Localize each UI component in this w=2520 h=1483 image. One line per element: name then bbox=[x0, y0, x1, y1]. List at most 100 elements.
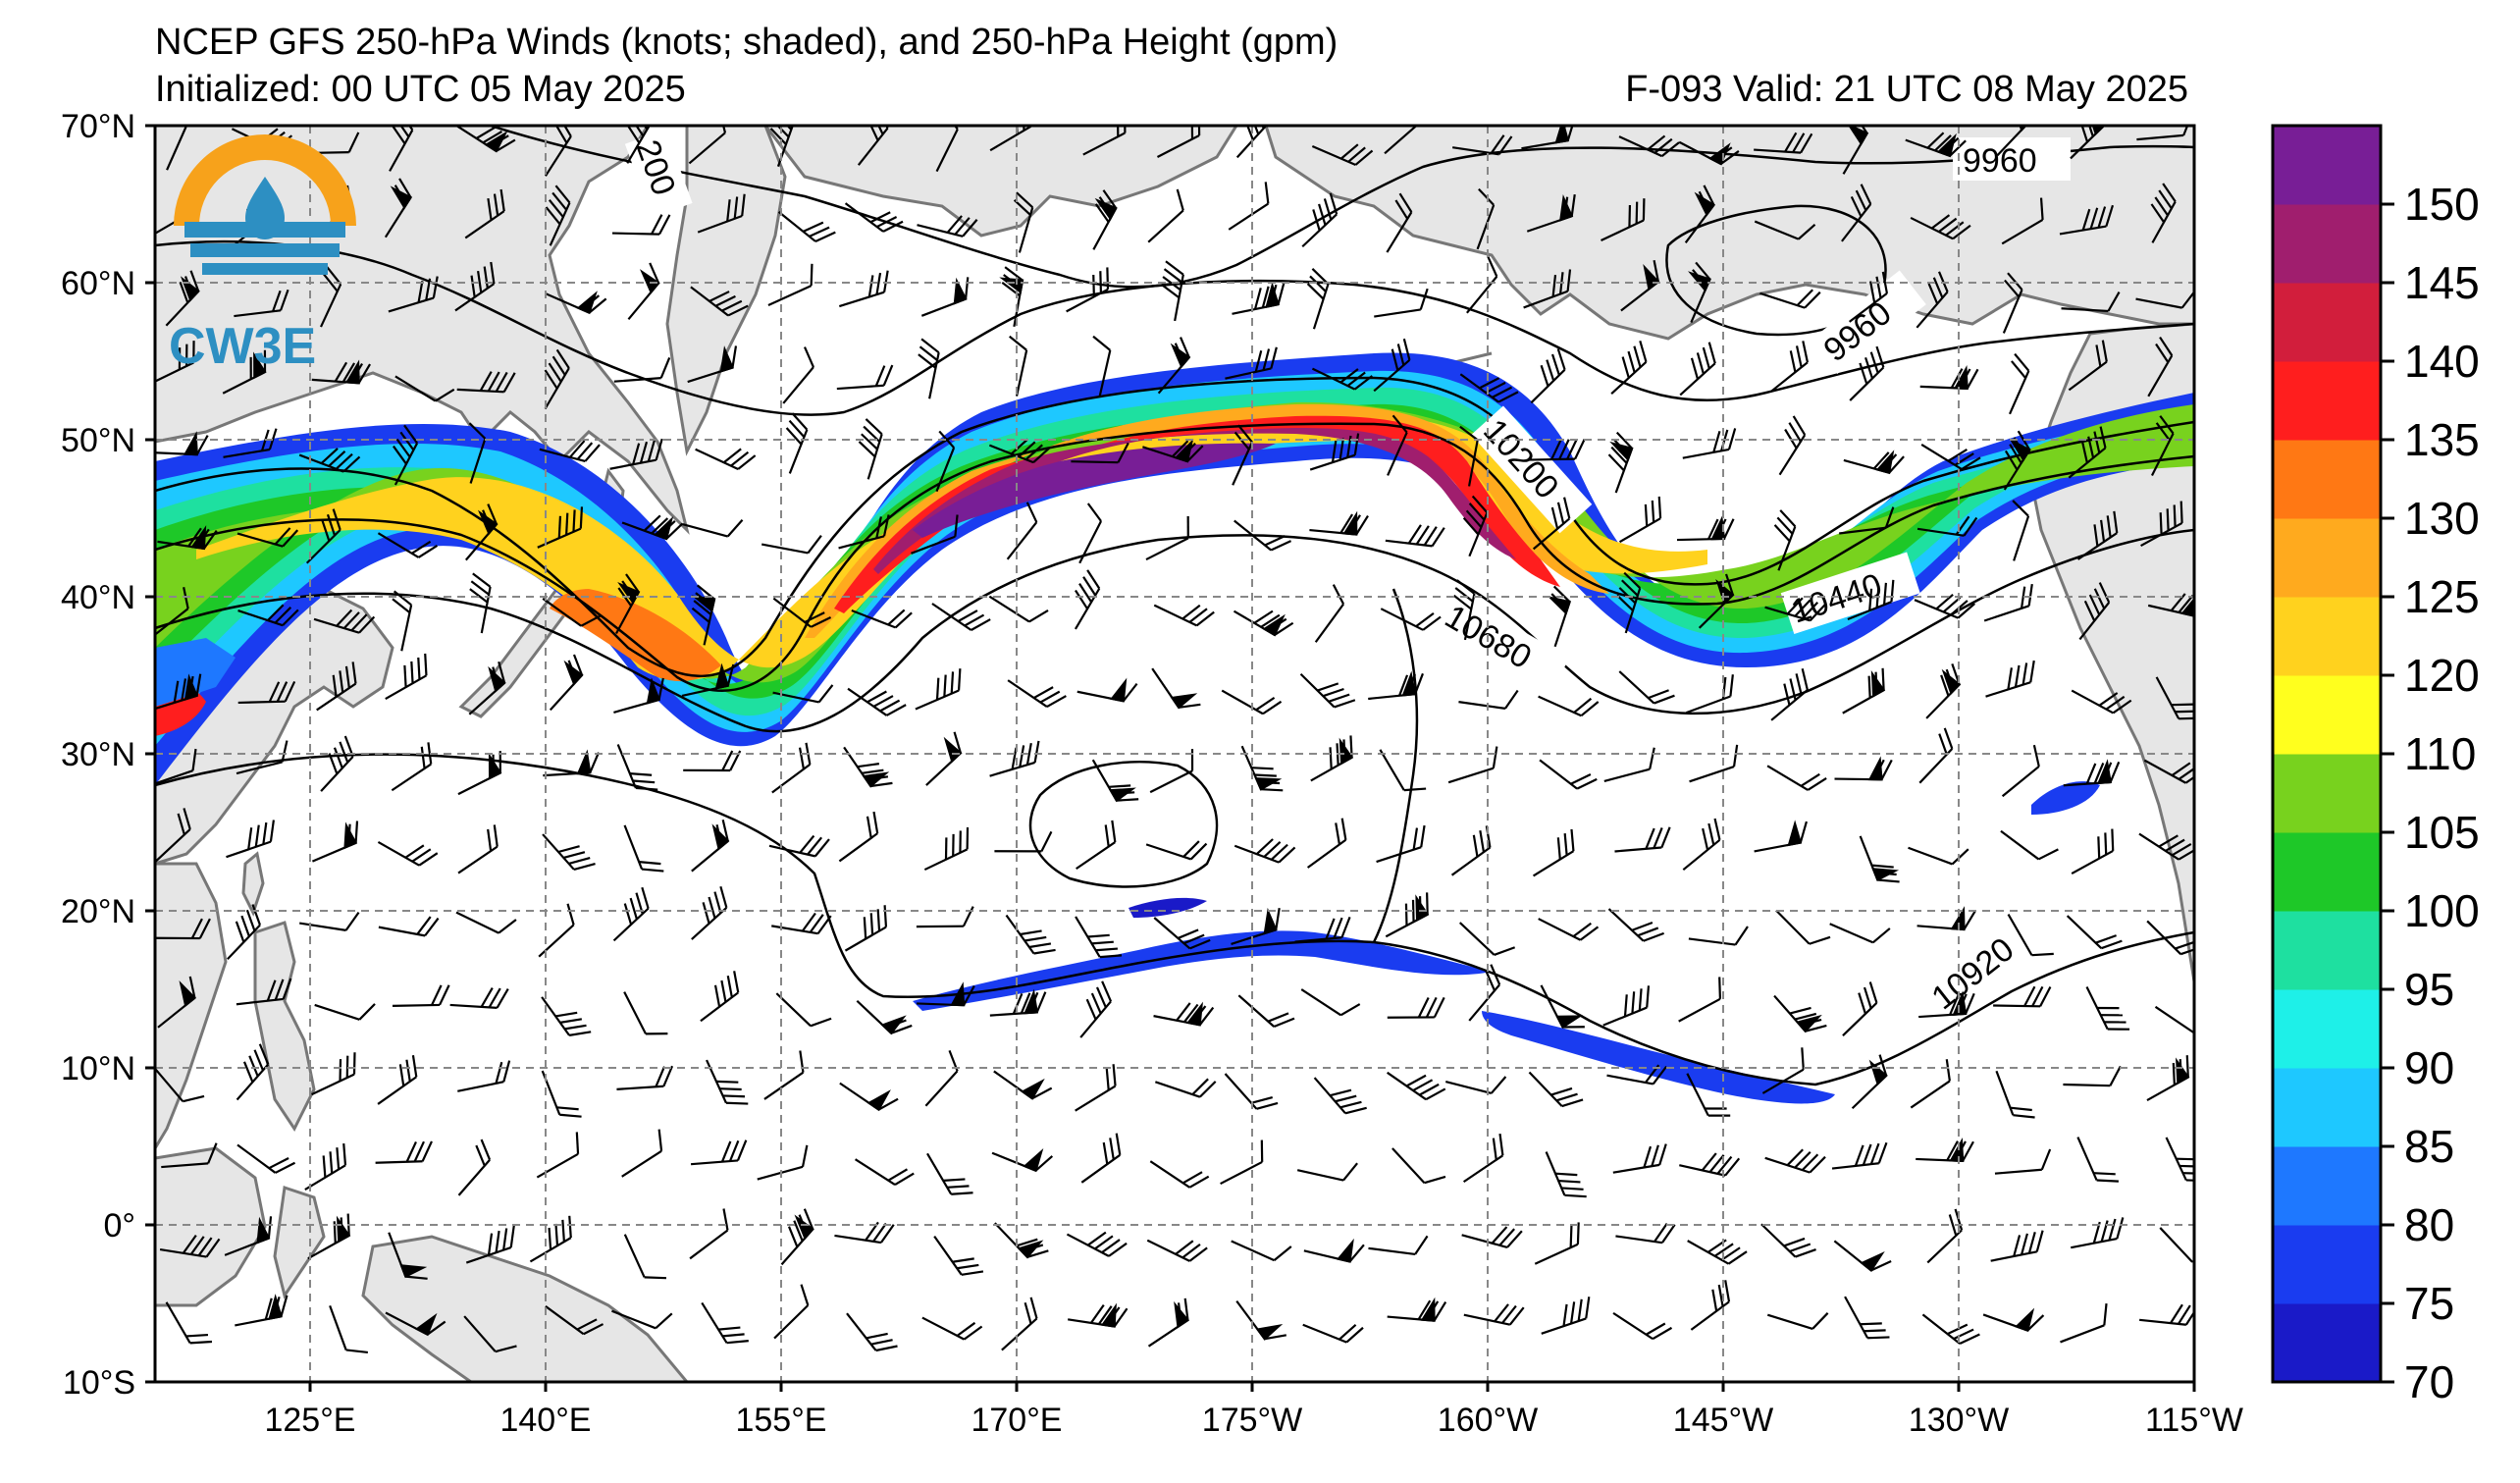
barb-feather bbox=[1011, 747, 1018, 769]
wind-barb bbox=[1092, 335, 1112, 397]
barb-feather bbox=[263, 349, 267, 373]
barb-feather bbox=[1795, 1248, 1816, 1258]
barb-pennant bbox=[1547, 595, 1572, 615]
barb-feather bbox=[554, 185, 571, 204]
barb-feather bbox=[2159, 415, 2175, 435]
barb-feather bbox=[733, 196, 739, 219]
barb-feather bbox=[720, 980, 727, 1003]
barb-shaft bbox=[1458, 922, 1496, 956]
barb-feather bbox=[1182, 840, 1200, 858]
barb-feather bbox=[1462, 516, 1480, 536]
wind-barb bbox=[609, 438, 663, 470]
land-sulawesi bbox=[273, 1186, 326, 1299]
barb-feather bbox=[2013, 1114, 2035, 1119]
wind-barb bbox=[773, 1284, 810, 1340]
barb-feather bbox=[1270, 346, 1278, 369]
barb-feather bbox=[1872, 927, 1891, 944]
barb-pennant bbox=[1846, 126, 1869, 146]
wind-barb bbox=[1773, 509, 1797, 571]
barb-feather bbox=[1550, 353, 1560, 376]
barb-feather bbox=[1031, 1086, 1053, 1100]
barb-feather bbox=[2100, 1014, 2123, 1017]
barb-feather bbox=[719, 1087, 742, 1091]
barb-feather bbox=[1186, 515, 1189, 539]
barb-feather bbox=[2113, 510, 2119, 534]
barb-feather bbox=[1864, 356, 1874, 379]
barb-feather bbox=[1391, 414, 1408, 434]
barb-feather bbox=[1947, 1323, 1969, 1336]
barb-shaft bbox=[933, 1235, 963, 1276]
barb-feather bbox=[866, 1332, 888, 1340]
barb-feather bbox=[1561, 1187, 1584, 1191]
contour-10680-trough bbox=[1372, 588, 1419, 943]
barb-feather bbox=[403, 664, 407, 688]
barb-feather bbox=[649, 262, 660, 284]
barb-feather bbox=[887, 609, 906, 626]
barb-feather bbox=[1570, 828, 1575, 852]
barb-feather bbox=[1795, 345, 1803, 368]
barb-feather bbox=[810, 1017, 832, 1028]
barb-feather bbox=[1425, 1087, 1446, 1101]
barb-feather bbox=[417, 545, 439, 558]
barb-shaft bbox=[2009, 370, 2030, 415]
barb-feather bbox=[1260, 613, 1281, 628]
barb-feather bbox=[268, 1157, 289, 1170]
barb-shaft bbox=[1387, 432, 1408, 476]
barb-feather bbox=[1807, 776, 1827, 791]
barb-feather bbox=[569, 440, 586, 458]
barb-feather bbox=[1623, 571, 1642, 590]
wind-barb bbox=[1982, 1307, 2045, 1332]
wind-barb bbox=[2154, 1005, 2194, 1034]
barb-feather bbox=[1254, 349, 1263, 373]
jet-patch-east bbox=[2031, 781, 2100, 815]
wind-barb bbox=[236, 527, 299, 548]
barb-feather bbox=[573, 863, 596, 871]
colorbar-swatch bbox=[2273, 675, 2381, 755]
barb-feather bbox=[2085, 763, 2097, 785]
barb-feather bbox=[559, 1113, 582, 1118]
barb-feather bbox=[1309, 275, 1327, 292]
barb-feather bbox=[1312, 209, 1321, 232]
barb-feather bbox=[2027, 583, 2033, 607]
barb-feather bbox=[1794, 1012, 1817, 1021]
barb-feather bbox=[2093, 588, 2106, 609]
barb-feather bbox=[2165, 838, 2185, 852]
barb-pennant bbox=[1021, 1078, 1045, 1100]
barb-feather bbox=[1786, 1148, 1804, 1166]
wind-barb bbox=[1462, 1133, 1504, 1184]
wind-barb bbox=[1368, 670, 1424, 701]
barb-feather bbox=[1116, 798, 1139, 802]
barb-feather bbox=[1016, 1238, 1038, 1247]
barb-feather bbox=[1347, 146, 1366, 163]
barb-feather bbox=[1419, 1083, 1440, 1096]
wind-barb bbox=[611, 1309, 673, 1330]
barb-feather bbox=[1195, 610, 1215, 627]
wind-barb bbox=[1005, 914, 1056, 955]
barb-feather bbox=[1024, 1301, 1032, 1325]
barb-feather bbox=[1789, 1006, 1811, 1015]
barb-feather bbox=[1329, 192, 1339, 215]
wind-barb bbox=[1225, 346, 1278, 380]
barb-feather bbox=[1794, 599, 1811, 617]
barb-feather bbox=[880, 1224, 895, 1244]
barb-pennant bbox=[253, 351, 267, 380]
barb-shaft bbox=[1082, 132, 1126, 156]
wind-barb bbox=[464, 188, 505, 239]
barb-pennant bbox=[576, 749, 592, 775]
wind-barb bbox=[1146, 1239, 1208, 1262]
wind-barb bbox=[1311, 367, 1373, 391]
wind-barb bbox=[1461, 1226, 1523, 1248]
barb-feather bbox=[1478, 187, 1495, 206]
barb-feather bbox=[487, 371, 500, 393]
barb-feather bbox=[952, 1257, 974, 1263]
barb-feather bbox=[1727, 428, 1737, 450]
wind-barb bbox=[469, 572, 492, 634]
barb-feather bbox=[869, 211, 891, 224]
barb-feather bbox=[563, 851, 586, 860]
barb-pennant bbox=[866, 1089, 891, 1112]
barb-feather bbox=[872, 126, 884, 135]
barb-feather bbox=[659, 356, 671, 379]
barb-feather bbox=[965, 277, 970, 299]
wind-barb bbox=[1311, 143, 1374, 166]
barb-pennant bbox=[943, 736, 963, 764]
